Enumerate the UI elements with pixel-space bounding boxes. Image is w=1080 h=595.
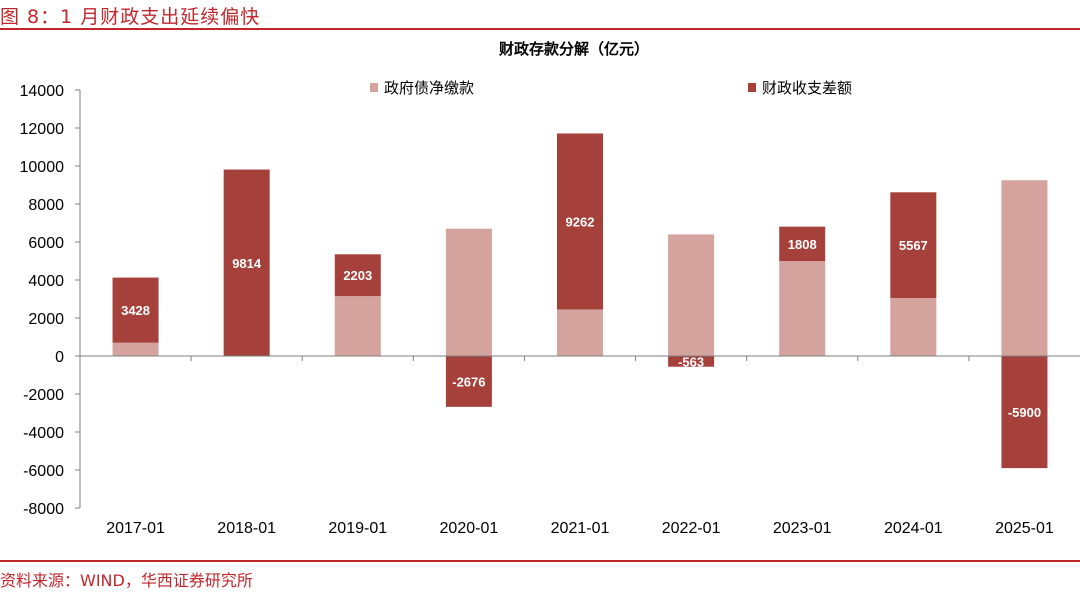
data-label: 9814 bbox=[232, 256, 262, 271]
bar-series-2 bbox=[668, 356, 715, 367]
bar-series-2 bbox=[890, 192, 937, 299]
legend: 政府债净缴款 财政收支差额 bbox=[370, 79, 852, 97]
y-axis: 14000 12000 10000 8000 6000 4000 2000 0 -2000 -40… bbox=[20, 83, 81, 518]
bar-series-1 bbox=[334, 296, 381, 356]
bar-series-1 bbox=[557, 309, 603, 356]
data-label: 5567 bbox=[899, 238, 928, 253]
legend-label: 财政收支差额 bbox=[762, 79, 852, 97]
x-tick-label: 2020-01 bbox=[440, 520, 499, 537]
data-label: -5900 bbox=[1008, 405, 1041, 420]
bar-series-2 bbox=[445, 356, 492, 407]
bar-series-1 bbox=[1001, 180, 1048, 356]
data-label: 3428 bbox=[121, 303, 150, 318]
bars bbox=[112, 133, 1048, 469]
y-tick-label: 14000 bbox=[20, 83, 65, 100]
bar-series-2 bbox=[334, 254, 381, 297]
x-tick-label: 2024-01 bbox=[884, 520, 943, 537]
data-label: -2676 bbox=[452, 374, 485, 389]
y-tick-label: 2000 bbox=[28, 311, 64, 328]
bar-series-2 bbox=[1001, 356, 1048, 469]
x-tick-label: 2019-01 bbox=[328, 520, 387, 537]
data-label: 1808 bbox=[788, 237, 817, 252]
y-tick-label: 10000 bbox=[20, 159, 65, 176]
chart-title: 财政存款分解（亿元） bbox=[499, 40, 649, 58]
legend-label: 政府债净缴款 bbox=[384, 79, 474, 97]
x-tick-label: 2023-01 bbox=[773, 520, 832, 537]
source-note: 资料来源：WIND，华西证券研究所 bbox=[0, 571, 253, 590]
x-tick-label: 2018-01 bbox=[217, 520, 276, 537]
x-tick-label: 2025-01 bbox=[995, 520, 1054, 537]
bar-series-1 bbox=[445, 228, 492, 356]
legend-swatch bbox=[748, 83, 756, 92]
bar-series-2 bbox=[112, 277, 159, 343]
legend-swatch bbox=[370, 83, 378, 92]
figure-title: 图 8：1 月财政支出延续偏快 bbox=[0, 6, 261, 28]
data-labels: 3428 9814 2203 -2676 9262 -563 1808 5567 -5900 bbox=[121, 214, 1041, 420]
y-tick-label: 4000 bbox=[28, 273, 64, 290]
y-tick-label: 12000 bbox=[20, 121, 65, 138]
bar-series-2 bbox=[557, 133, 603, 310]
y-tick-label: -8000 bbox=[23, 501, 64, 518]
y-tick-label: -4000 bbox=[23, 425, 64, 442]
bar-series-1 bbox=[112, 342, 159, 356]
x-tick-label: 2022-01 bbox=[662, 520, 721, 537]
y-tick-label: 8000 bbox=[28, 197, 64, 214]
data-label: -563 bbox=[678, 354, 704, 369]
bar-series-1 bbox=[668, 234, 715, 356]
y-tick-label: 0 bbox=[55, 349, 64, 366]
x-tick-label: 2021-01 bbox=[551, 520, 610, 537]
y-tick-label: 6000 bbox=[28, 235, 64, 252]
x-axis: 2017-01 2018-01 2019-01 2020-01 2021-01 2022-… bbox=[80, 355, 1080, 537]
y-tick-label: -6000 bbox=[23, 463, 64, 480]
bar-series-2 bbox=[779, 226, 826, 261]
bar-series-1 bbox=[779, 261, 826, 356]
x-tick-label: 2017-01 bbox=[106, 520, 165, 537]
data-label: 9262 bbox=[566, 214, 595, 229]
bar-series-2 bbox=[223, 169, 270, 356]
bar-series-1 bbox=[890, 298, 937, 356]
data-label: 2203 bbox=[343, 268, 372, 283]
top-rule bbox=[0, 28, 1080, 30]
y-tick-label: -2000 bbox=[23, 387, 64, 404]
bottom-rule bbox=[0, 560, 1080, 562]
bar-chart: 财政存款分解（亿元） 政府债净缴款 财政收支差额 14000 12000 10000 8… bbox=[20, 40, 1080, 537]
